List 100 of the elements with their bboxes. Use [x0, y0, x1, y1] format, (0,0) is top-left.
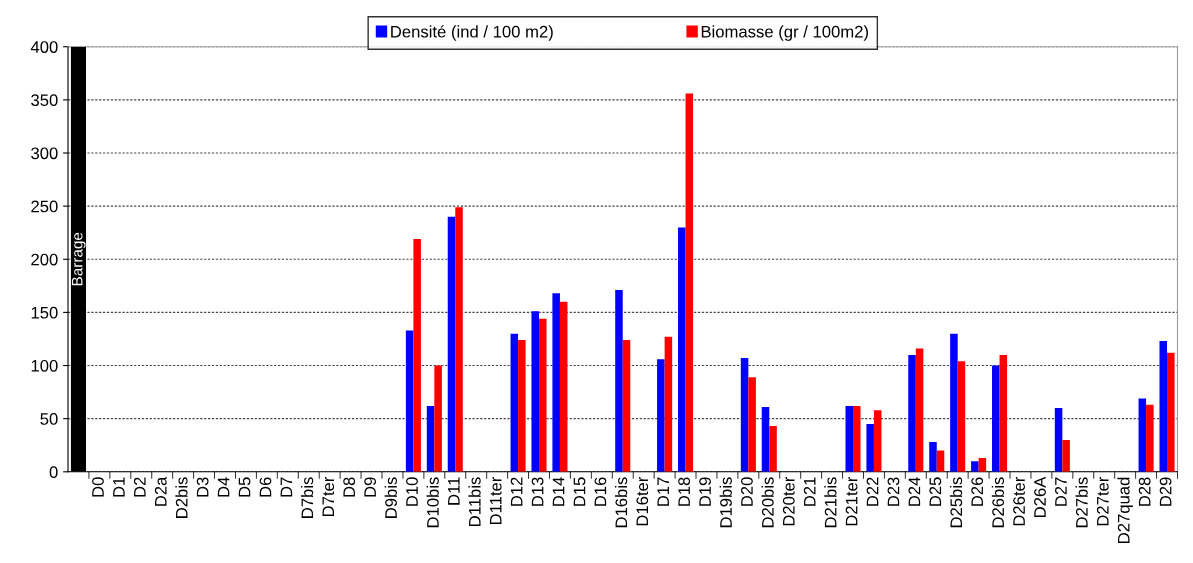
- bar: [1138, 398, 1147, 472]
- y-tick-label: 100: [31, 359, 58, 372]
- x-tick-label: D26bis: [991, 477, 1005, 528]
- bar: [761, 406, 770, 472]
- bar: [531, 311, 540, 472]
- bar: [1054, 408, 1063, 472]
- x-tick-label: D7ter: [322, 476, 335, 517]
- bar: [664, 336, 673, 472]
- x-tick-label: D22: [866, 477, 879, 506]
- bar: [853, 405, 861, 472]
- bar: [413, 239, 421, 472]
- bar: [915, 348, 924, 472]
- x-tick-label: D19bis: [719, 477, 732, 528]
- x-tick-label: D6: [259, 477, 272, 497]
- x-tick-label: D25bis: [949, 477, 963, 528]
- x-tick-label: D11: [448, 477, 460, 505]
- bar: [769, 426, 777, 472]
- x-tick-label: D14: [552, 477, 565, 506]
- bar: [866, 423, 874, 472]
- x-tick-label: D15: [573, 477, 586, 506]
- x-tick-label: D0: [92, 477, 104, 497]
- x-tick-label: D2bis: [175, 477, 188, 518]
- series-label: Barrage: [71, 232, 86, 286]
- x-tick-label: D10: [406, 477, 418, 506]
- y-tick-label: 300: [31, 147, 58, 160]
- x-tick-label: D16bis: [614, 477, 628, 528]
- x-tick-label: D27quad: [1117, 477, 1133, 543]
- bar: [845, 405, 854, 472]
- x-tick-label: D7bis: [300, 477, 314, 518]
- x-tick-label: D1: [113, 477, 125, 497]
- x-tick-label: D29: [1159, 477, 1172, 506]
- bar: [447, 216, 456, 472]
- x-tick-label: D11bis: [468, 477, 481, 526]
- bar: [748, 377, 756, 472]
- bar: [405, 330, 414, 472]
- bar: [615, 290, 623, 472]
- x-tick-label: D26: [971, 477, 984, 506]
- bar: [434, 365, 442, 472]
- bar: [552, 293, 560, 472]
- x-tick-label: D4: [217, 477, 230, 497]
- x-tick-label: D5: [238, 477, 251, 497]
- y-tick-label: 250: [31, 200, 58, 213]
- x-tick-label: D28: [1138, 477, 1151, 506]
- x-tick-label: D8: [343, 477, 356, 497]
- x-tick-label: D11ter: [489, 476, 502, 525]
- bar: [678, 227, 686, 472]
- bar: [1159, 341, 1168, 472]
- y-tick-label: 0: [49, 466, 58, 478]
- bar: [908, 354, 916, 472]
- bar: [992, 365, 1000, 472]
- x-tick-label: D23: [887, 477, 900, 506]
- x-tick-label: D21ter: [845, 476, 858, 526]
- x-tick-label: D26A: [1034, 476, 1046, 517]
- x-tick-label: D25: [929, 477, 942, 506]
- bar: [455, 207, 463, 472]
- bar: [559, 301, 568, 472]
- bar: [1167, 352, 1175, 472]
- bar: [657, 359, 665, 472]
- x-tick-label: D12: [510, 477, 523, 506]
- x-tick-label: D9bis: [384, 477, 397, 518]
- bar: [999, 354, 1008, 472]
- bar: [1062, 439, 1070, 472]
- x-tick-label: D9: [364, 477, 377, 497]
- bar: [518, 340, 526, 472]
- bar: [539, 318, 547, 472]
- bar: [971, 461, 979, 472]
- bar: [957, 361, 966, 472]
- bar: [622, 340, 631, 472]
- x-tick-label: D13: [531, 477, 544, 506]
- y-tick-label: 50: [40, 413, 58, 425]
- x-tick-label: D16: [594, 477, 607, 506]
- x-tick-label: D2: [133, 477, 146, 497]
- y-tick-label: 350: [31, 94, 58, 107]
- x-tick-label: D27: [1055, 477, 1067, 506]
- x-tick-label: D10bis: [426, 477, 439, 528]
- y-tick-label: 150: [31, 306, 58, 319]
- x-tick-label: D7: [280, 477, 293, 497]
- x-tick-label: D3: [196, 477, 209, 497]
- bar: [685, 93, 694, 472]
- bar: [740, 358, 749, 472]
- bar: [510, 333, 519, 472]
- x-tick-label: D21bis: [824, 477, 837, 528]
- bar: [873, 410, 882, 472]
- bar: [950, 333, 958, 472]
- x-tick-label: D26ter: [1013, 476, 1025, 526]
- legend-label: Biomasse (gr / 100m2): [701, 25, 868, 41]
- x-tick-label: D18: [678, 477, 691, 506]
- x-tick-label: D20ter: [782, 476, 795, 526]
- x-tick-label: D19: [699, 477, 711, 506]
- legend-label: Densité (ind / 100 m2): [391, 25, 553, 41]
- x-tick-label: D2a: [154, 476, 167, 506]
- bar: [929, 442, 937, 472]
- x-tick-label: D24: [908, 477, 921, 506]
- x-tick-label: D20bis: [761, 477, 774, 528]
- bar: [426, 405, 435, 472]
- bar: [1146, 404, 1154, 472]
- x-tick-label: D21: [803, 477, 816, 506]
- y-tick-label: 200: [31, 253, 58, 266]
- x-tick-label: D27bis: [1075, 477, 1088, 528]
- x-tick-label: D17: [657, 477, 669, 506]
